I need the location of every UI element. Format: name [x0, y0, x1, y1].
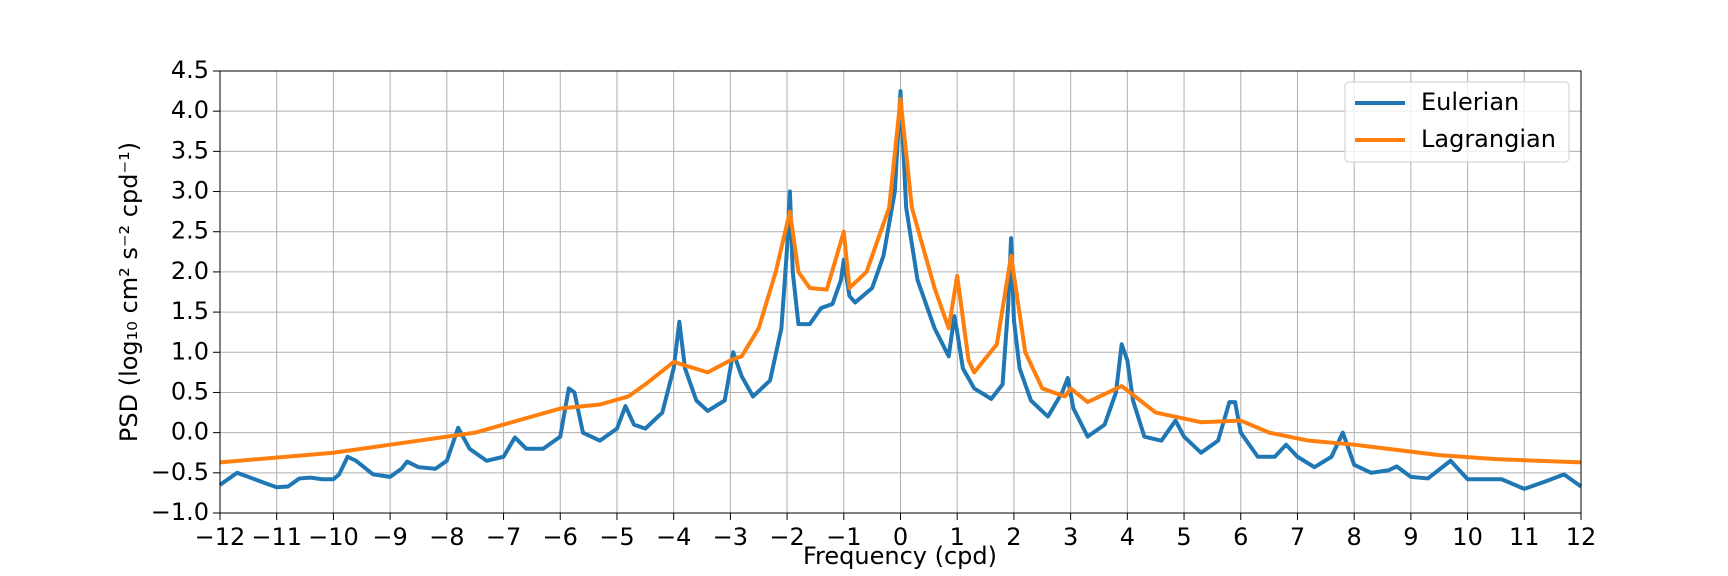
x-tick-label: −9 — [372, 523, 407, 551]
y-tick-label: 2.0 — [171, 257, 209, 285]
x-tick-label: 12 — [1566, 523, 1597, 551]
legend-label: Eulerian — [1421, 88, 1519, 116]
x-tick-label: 5 — [1176, 523, 1191, 551]
y-tick-label: 3.0 — [171, 177, 209, 205]
x-tick-label: −5 — [599, 523, 634, 551]
y-tick-label: 0.0 — [171, 418, 209, 446]
x-tick-label: −6 — [543, 523, 578, 551]
x-axis-label: Frequency (cpd) — [803, 542, 997, 570]
y-tick-label: 4.0 — [171, 96, 209, 124]
x-tick-label: −7 — [486, 523, 521, 551]
x-tick-label: 8 — [1347, 523, 1362, 551]
x-tick-label: −3 — [713, 523, 748, 551]
y-tick-label: 4.5 — [171, 56, 209, 84]
x-tick-label: −8 — [429, 523, 464, 551]
y-axis-label: PSD (log₁₀ cm² s⁻² cpd⁻¹) — [115, 142, 143, 442]
series-line — [218, 89, 1583, 491]
x-tick-label: −4 — [656, 523, 691, 551]
x-tick-label: 6 — [1233, 523, 1248, 551]
x-tick-label: 9 — [1403, 523, 1418, 551]
x-tick-label: 10 — [1452, 523, 1483, 551]
y-tick-label: 3.5 — [171, 136, 209, 164]
plot-frame — [219, 70, 1582, 514]
legend-label: Lagrangian — [1421, 125, 1556, 153]
y-tick-label: −1.0 — [151, 498, 209, 526]
series-line — [219, 97, 1582, 465]
y-tick-label: 1.5 — [171, 297, 209, 325]
x-tick-label: −2 — [769, 523, 804, 551]
x-tick-label: −1 — [826, 523, 861, 551]
x-tick-label: 11 — [1509, 523, 1540, 551]
x-tick-label: 1 — [950, 523, 965, 551]
x-tick-label: 2 — [1006, 523, 1021, 551]
x-tick-label: 4 — [1120, 523, 1135, 551]
y-tick-label: 1.0 — [171, 337, 209, 365]
legend: Eulerian Lagrangian — [1344, 81, 1570, 163]
y-tick-label: 2.5 — [171, 217, 209, 245]
y-tick-label: −0.5 — [151, 458, 209, 486]
y-tick-label: 0.5 — [171, 377, 209, 405]
x-tick-label: −11 — [251, 523, 302, 551]
x-tick-label: −10 — [308, 523, 359, 551]
x-tick-label: 3 — [1063, 523, 1078, 551]
x-tick-label: −12 — [195, 523, 246, 551]
x-tick-label: 7 — [1290, 523, 1305, 551]
x-tick-label: 0 — [893, 523, 908, 551]
